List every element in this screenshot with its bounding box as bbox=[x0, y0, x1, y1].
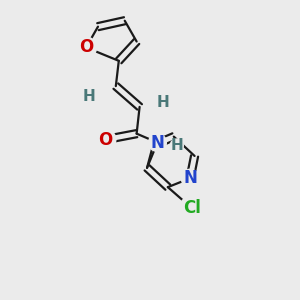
Circle shape bbox=[181, 169, 199, 187]
Circle shape bbox=[76, 37, 97, 58]
Text: H: H bbox=[157, 95, 170, 110]
Circle shape bbox=[180, 196, 203, 220]
Text: O: O bbox=[98, 130, 112, 148]
Circle shape bbox=[157, 96, 170, 109]
Text: N: N bbox=[151, 134, 164, 152]
Circle shape bbox=[148, 134, 166, 152]
Text: Cl: Cl bbox=[183, 199, 200, 217]
Text: O: O bbox=[79, 38, 93, 56]
Circle shape bbox=[95, 129, 116, 150]
Text: N: N bbox=[183, 169, 197, 187]
Text: H: H bbox=[83, 89, 95, 104]
Text: H: H bbox=[170, 138, 183, 153]
Circle shape bbox=[82, 90, 96, 103]
Circle shape bbox=[170, 139, 183, 152]
